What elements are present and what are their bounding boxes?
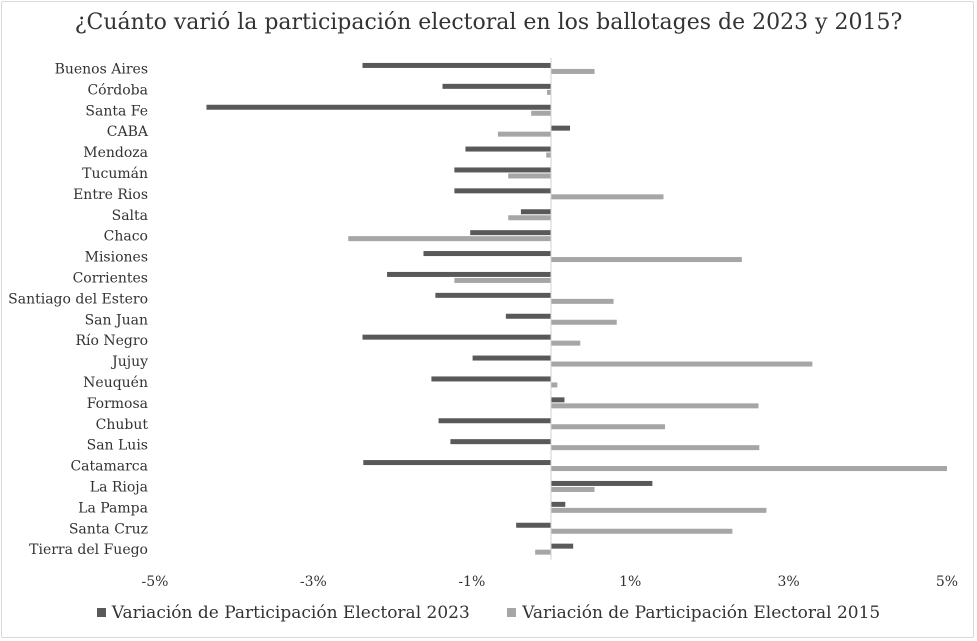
bar-2023 <box>516 522 551 528</box>
bar-2015 <box>551 194 664 200</box>
category-label: La Rioja <box>90 479 148 495</box>
legend-item-2023: Variación de Participación Electoral 202… <box>96 603 470 623</box>
bar-2023 <box>551 543 574 549</box>
bar-2015 <box>551 486 595 492</box>
legend-label-2023: Variación de Participación Electoral 202… <box>111 603 470 623</box>
legend-swatch-2023 <box>96 608 106 617</box>
category-label: Neuquén <box>83 375 148 391</box>
bar-2015 <box>546 152 551 158</box>
category-label: Santa Cruz <box>69 521 148 537</box>
bar-chart: Buenos Aires Córdoba Santa Fe CABA Mendoza Tu… <box>8 58 958 590</box>
bar-2023 <box>505 313 551 319</box>
category-label: Río Negro <box>75 333 148 349</box>
bar-2015 <box>454 277 551 283</box>
x-tick-label: -5% <box>142 574 169 590</box>
category-label: CABA <box>107 124 149 140</box>
bar-2015 <box>348 236 551 242</box>
category-label: Chaco <box>104 229 148 245</box>
legend-swatch-2015 <box>507 608 517 617</box>
bar-2023 <box>551 125 571 131</box>
bar-2015 <box>497 131 551 137</box>
bar-2015 <box>551 424 666 430</box>
x-tick-label: 5% <box>936 574 958 590</box>
bar-2023 <box>206 104 552 110</box>
x-tick-label: 1% <box>619 574 641 590</box>
bar-2023 <box>442 83 551 89</box>
category-label: San Luis <box>87 438 148 454</box>
legend-label-2015: Variación de Participación Electoral 201… <box>522 603 881 623</box>
bar-2023 <box>472 355 551 361</box>
category-label: San Juan <box>85 312 148 328</box>
bar-2023 <box>450 439 551 445</box>
bar-2015 <box>551 340 581 346</box>
bar-2023 <box>470 230 551 236</box>
bar-2023 <box>363 460 551 466</box>
category-label: Formosa <box>87 396 148 412</box>
bar-2015 <box>551 403 759 409</box>
bar-2015 <box>547 89 551 95</box>
bar-2015 <box>551 361 813 367</box>
bar-2015 <box>551 68 595 74</box>
bar-2015 <box>551 298 614 304</box>
bar-2023 <box>438 418 551 424</box>
bar-2023 <box>362 334 551 340</box>
category-label: Mendoza <box>83 145 148 161</box>
bar-2015 <box>551 319 617 325</box>
chart-legend: Variación de Participación Electoral 202… <box>0 603 977 623</box>
bar-2015 <box>551 382 558 388</box>
category-label: Santa Fe <box>85 103 148 119</box>
category-label: Catamarca <box>70 459 148 475</box>
category-label: Corrientes <box>73 270 148 286</box>
category-label: Misiones <box>85 250 148 266</box>
category-label: Santiago del Estero <box>8 291 148 307</box>
bar-2015 <box>531 110 551 116</box>
bar-2015 <box>508 215 551 221</box>
bar-2023 <box>431 376 551 382</box>
category-label: Tucumán <box>82 166 148 182</box>
bar-2023 <box>551 397 565 403</box>
category-label: Entre Rios <box>73 187 148 203</box>
bar-2015 <box>535 549 551 555</box>
bar-2023 <box>454 167 551 173</box>
bar-2023 <box>551 501 566 507</box>
bar-2015 <box>508 173 551 179</box>
category-label: Salta <box>112 208 148 224</box>
bar-2023 <box>454 188 551 194</box>
bar-2023 <box>362 62 551 68</box>
bar-2023 <box>551 480 653 486</box>
bar-2023 <box>435 292 551 298</box>
x-tick-label: 3% <box>777 574 799 590</box>
category-label: Jujuy <box>110 354 148 370</box>
bar-2023 <box>387 271 551 277</box>
bar-2015 <box>551 507 767 513</box>
category-label: Chubut <box>96 417 149 433</box>
category-label: La Pampa <box>78 500 148 516</box>
category-label: Córdoba <box>87 82 148 98</box>
bar-2023 <box>423 251 551 257</box>
bar-2023 <box>520 209 551 215</box>
category-label: Buenos Aires <box>55 61 148 77</box>
bar-2015 <box>551 257 742 263</box>
chart-title: ¿Cuánto varió la participación electoral… <box>74 10 903 35</box>
x-tick-label: -1% <box>458 574 485 590</box>
bar-2023 <box>465 146 551 152</box>
category-label: Tierra del Fuego <box>29 542 148 558</box>
x-tick-label: -3% <box>300 574 327 590</box>
bar-2015 <box>551 445 760 451</box>
legend-item-2015: Variación de Participación Electoral 201… <box>507 603 880 623</box>
bar-2015 <box>551 528 733 534</box>
bar-2015 <box>551 466 947 472</box>
